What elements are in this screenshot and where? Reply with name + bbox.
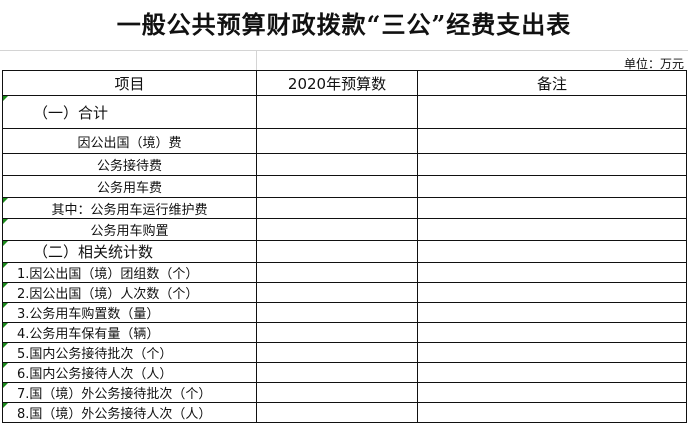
comment-indicator-icon: [3, 263, 8, 268]
budget-cell[interactable]: [256, 128, 418, 154]
item-label: 公务接待费: [96, 159, 162, 174]
table-row: 6.国内公务接待人次（人）: [2, 362, 687, 383]
budget-cell[interactable]: [256, 197, 418, 219]
item-cell[interactable]: 3.公务用车购置数（量）: [2, 302, 257, 323]
table-row: （一）合计: [2, 95, 687, 129]
item-cell[interactable]: 2.因公出国（境）人次数（个）: [2, 282, 257, 303]
header-budget[interactable]: 2020年预算数: [256, 70, 418, 96]
note-cell[interactable]: [417, 153, 687, 176]
expense-table: 项目 2020年预算数 备注 （一）合计 因公出国（境）费 公务接待费 公务用车…: [2, 70, 687, 423]
table-row: 公务用车购置: [2, 218, 687, 241]
item-label: 2.因公出国（境）人次数（个）: [17, 287, 199, 302]
note-cell[interactable]: [417, 128, 687, 154]
item-cell[interactable]: （二）相关统计数: [2, 240, 257, 263]
comment-indicator-icon: [3, 283, 8, 288]
note-cell[interactable]: [417, 302, 687, 323]
comment-indicator-icon: [3, 241, 8, 246]
item-cell[interactable]: 5.国内公务接待批次（个）: [2, 342, 257, 363]
comment-indicator-icon: [3, 403, 8, 408]
item-cell[interactable]: 6.国内公务接待人次（人）: [2, 362, 257, 383]
budget-cell[interactable]: [256, 342, 418, 363]
header-note[interactable]: 备注: [417, 70, 687, 96]
table-row: 2.因公出国（境）人次数（个）: [2, 282, 687, 303]
budget-cell[interactable]: [256, 382, 418, 403]
table-row: 7.国（境）外公务接待批次（个）: [2, 382, 687, 403]
item-label: （二）相关统计数: [33, 243, 154, 261]
table-row: 1.因公出国（境）团组数（个）: [2, 262, 687, 283]
item-cell[interactable]: 1.因公出国（境）团组数（个）: [2, 262, 257, 283]
item-cell[interactable]: 8.国（境）外公务接待人次（人）: [2, 402, 257, 423]
item-cell[interactable]: 公务接待费: [2, 153, 257, 176]
item-label: 3.公务用车购置数（量）: [17, 307, 160, 322]
item-label: 7.国（境）外公务接待批次（个）: [17, 387, 212, 402]
table-row: 其中：公务用车运行维护费: [2, 197, 687, 219]
comment-indicator-icon: [3, 383, 8, 388]
item-label: 其中：公务用车运行维护费: [51, 202, 208, 218]
item-cell[interactable]: 其中：公务用车运行维护费: [2, 197, 257, 219]
item-cell[interactable]: 因公出国（境）费: [2, 128, 257, 154]
comment-indicator-icon: [3, 323, 8, 328]
table-row: 3.公务用车购置数（量）: [2, 302, 687, 323]
budget-cell[interactable]: [256, 153, 418, 176]
table-row: 5.国内公务接待批次（个）: [2, 342, 687, 363]
comment-indicator-icon: [3, 343, 8, 348]
note-cell[interactable]: [417, 175, 687, 198]
note-cell[interactable]: [417, 402, 687, 423]
budget-cell[interactable]: [256, 402, 418, 423]
comment-indicator-icon: [3, 219, 8, 224]
item-label: 5.国内公务接待批次（个）: [17, 347, 173, 362]
comment-indicator-icon: [3, 363, 8, 368]
note-cell[interactable]: [417, 382, 687, 403]
item-label: 6.国内公务接待人次（人）: [17, 367, 173, 382]
comment-indicator-icon: [3, 198, 8, 203]
note-cell[interactable]: [417, 95, 687, 129]
item-cell[interactable]: 公务用车费: [2, 175, 257, 198]
page-title: 一般公共预算财政拨款“三公”经费支出表: [116, 10, 572, 39]
item-label: 1.因公出国（境）团组数（个）: [17, 267, 199, 282]
item-label: 公务用车购置: [90, 224, 169, 239]
note-cell[interactable]: [417, 282, 687, 303]
note-cell[interactable]: [417, 262, 687, 283]
budget-cell[interactable]: [256, 240, 418, 263]
item-label: 4.公务用车保有量（辆）: [17, 327, 160, 342]
header-row: 项目 2020年预算数 备注: [2, 70, 687, 96]
comment-indicator-icon: [3, 303, 8, 308]
budget-cell[interactable]: [256, 282, 418, 303]
note-cell[interactable]: [417, 197, 687, 219]
budget-cell[interactable]: [256, 218, 418, 241]
note-cell[interactable]: [417, 240, 687, 263]
item-label: 公务用车费: [96, 181, 162, 196]
budget-cell[interactable]: [256, 362, 418, 383]
note-cell[interactable]: [417, 218, 687, 241]
unit-label: 单位：万元: [623, 57, 684, 71]
item-label: 8.国（境）外公务接待人次（人）: [17, 407, 212, 422]
table-row: 公务接待费: [2, 153, 687, 176]
item-cell[interactable]: （一）合计: [2, 95, 257, 129]
table-row: 公务用车费: [2, 175, 687, 198]
budget-cell[interactable]: [256, 175, 418, 198]
note-cell[interactable]: [417, 362, 687, 383]
item-cell[interactable]: 公务用车购置: [2, 218, 257, 241]
item-cell[interactable]: 4.公务用车保有量（辆）: [2, 322, 257, 343]
table-row: （二）相关统计数: [2, 240, 687, 263]
note-cell[interactable]: [417, 322, 687, 343]
budget-cell[interactable]: [256, 95, 418, 129]
budget-cell[interactable]: [256, 302, 418, 323]
table-row: 4.公务用车保有量（辆）: [2, 322, 687, 343]
note-cell[interactable]: [417, 342, 687, 363]
budget-cell[interactable]: [256, 262, 418, 283]
item-label: 因公出国（境）费: [77, 135, 182, 151]
table-row: 8.国（境）外公务接待人次（人）: [2, 402, 687, 423]
item-label: （一）合计: [33, 103, 109, 122]
gridline: [256, 50, 257, 70]
item-cell[interactable]: 7.国（境）外公务接待批次（个）: [2, 382, 257, 403]
comment-indicator-icon: [3, 96, 8, 101]
table-row: 因公出国（境）费: [2, 128, 687, 154]
header-item[interactable]: 项目: [2, 70, 257, 96]
budget-cell[interactable]: [256, 322, 418, 343]
gridline: [0, 50, 688, 51]
